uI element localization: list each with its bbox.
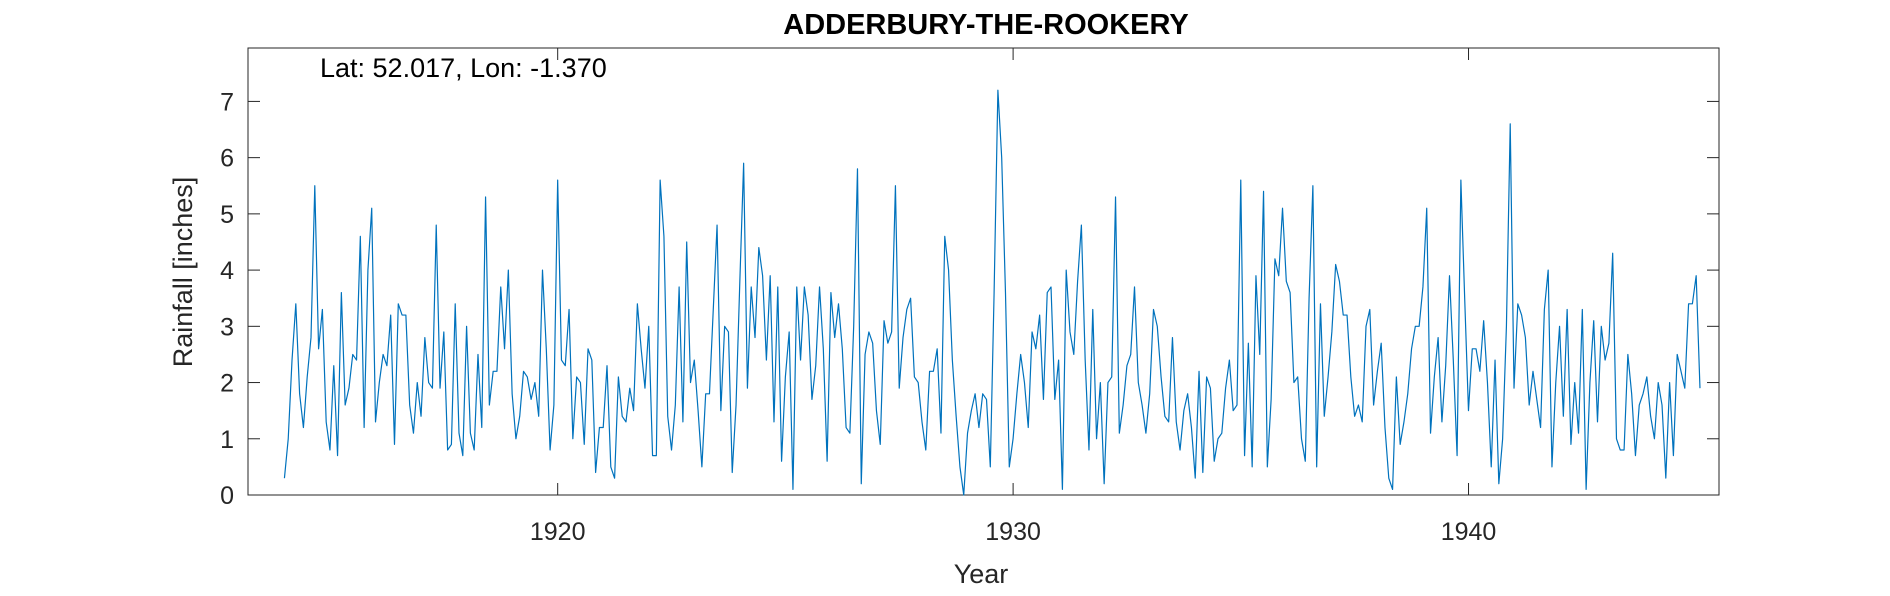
- rainfall-series-line: [283, 89, 1701, 496]
- plot-area-frame: [247, 47, 1720, 496]
- y-axis-label: Rainfall [inches]: [168, 177, 198, 368]
- y-axis: 0 1 2 3 4 5 6 7: [220, 88, 1719, 510]
- y-tick-label: 1: [220, 426, 234, 454]
- y-tick-label: 3: [220, 313, 234, 341]
- x-tick-label: 1940: [1441, 518, 1497, 546]
- y-tick-label: 7: [220, 88, 234, 116]
- y-tick-label: 5: [220, 201, 234, 229]
- location-annotation: Lat: 52.017, Lon: -1.370: [320, 53, 607, 83]
- x-axis: 1920 1930 1940: [530, 48, 1496, 546]
- y-tick-label: 2: [220, 370, 234, 398]
- y-tick-label: 4: [220, 257, 234, 285]
- y-tick-label: 0: [220, 482, 234, 510]
- x-axis-label: Year: [954, 559, 1009, 589]
- x-tick-label: 1930: [985, 518, 1041, 546]
- chart-title: ADDERBURY-THE-ROOKERY: [783, 9, 1188, 41]
- x-tick-label: 1920: [530, 518, 586, 546]
- y-tick-label: 6: [220, 145, 234, 173]
